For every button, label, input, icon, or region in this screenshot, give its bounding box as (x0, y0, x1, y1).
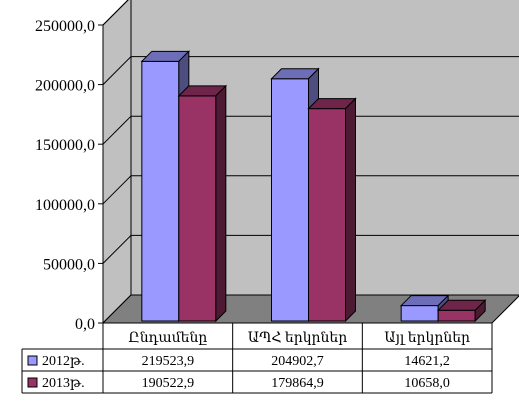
side-wall (102, 0, 132, 325)
data-label: 10658,0 (404, 376, 450, 391)
bar (307, 97, 357, 323)
gridline (102, 234, 519, 264)
x-tick-label: ԱՊՀ երկրներ (248, 331, 347, 346)
gridline (102, 115, 519, 145)
gridlines (102, 0, 519, 264)
data-label: 190522,9 (142, 376, 195, 391)
y-tick-label: 250000,0 (35, 18, 95, 35)
data-label: 179864,9 (271, 376, 324, 391)
bar-front (308, 108, 346, 322)
data-table: Ընդամենը ԱՊՀ երկրներ Այլ երկրներ 2012թ. 2195… (21, 322, 493, 394)
y-tick-label: 200000,0 (35, 78, 95, 95)
bar-side (474, 299, 486, 323)
bar-side (215, 84, 227, 323)
legend-label: 2012թ. (42, 354, 85, 369)
y-tick-label: 0,0 (75, 316, 95, 333)
bar (399, 294, 450, 323)
y-tick-label: 50000,0 (43, 256, 95, 273)
bar-front (178, 95, 217, 322)
bar-front (141, 60, 180, 322)
gridline (102, 56, 519, 85)
y-tick-label: 100000,0 (35, 197, 95, 214)
legend-swatch (27, 377, 38, 388)
data-label: 14621,2 (404, 354, 450, 369)
y-tick-label: 150000,0 (35, 137, 95, 154)
y-axis: 0,0 50000,0 100000,0 150000,0 200000,0 250000… (35, 18, 104, 333)
x-tick-label: Ընդամենը (128, 331, 207, 346)
bar (177, 84, 228, 323)
legend-swatch (27, 355, 38, 366)
bars (140, 50, 487, 323)
legend-label: 2013թ. (42, 376, 85, 391)
bar-side (345, 97, 356, 323)
data-label: 204902,7 (271, 354, 324, 369)
bar (436, 299, 487, 323)
bar-front (437, 309, 476, 322)
gridline (102, 0, 129, 26)
gridline (102, 175, 519, 205)
x-tick-label: Այլ երկրներ (384, 331, 470, 346)
data-label: 219523,9 (142, 354, 195, 369)
bar-front (271, 78, 309, 322)
bar-front (400, 305, 439, 322)
